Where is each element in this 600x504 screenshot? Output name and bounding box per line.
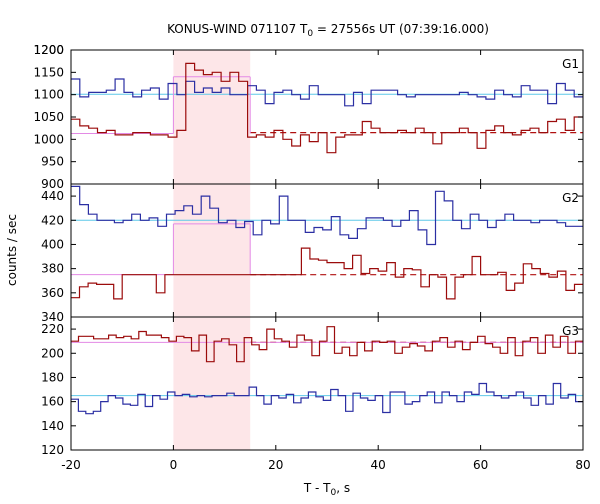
x-axis-label: T - T0, s [303, 481, 350, 498]
y-tick-label-G2: 340 [41, 310, 64, 324]
x-tick-label: 40 [371, 458, 386, 472]
y-axis-label: counts / sec [5, 214, 19, 286]
panel-frame-G3 [70, 316, 584, 451]
panel-label-G1: G1 [562, 57, 579, 71]
x-tick-label: 80 [575, 458, 590, 472]
x-tick-label: 0 [170, 458, 178, 472]
y-tick-label-G2: 420 [41, 213, 64, 227]
series-line-red-G1 [71, 62, 583, 154]
y-tick-label-G1: 1200 [33, 43, 64, 57]
x-tick-label: 60 [473, 458, 488, 472]
y-tick-label-top: 1200 [33, 43, 64, 57]
highlight-band [173, 50, 251, 450]
y-tick-label-G3: 180 [41, 370, 64, 384]
x-tick-label: -20 [61, 458, 81, 472]
y-tick-label-G3: 140 [41, 419, 64, 433]
panel-label-G2: G2 [562, 191, 579, 205]
series-line-blue-G1 [71, 78, 583, 107]
y-tick-label-G2: 380 [41, 262, 64, 276]
x-tick-label: 20 [268, 458, 283, 472]
series-line-blue-G2 [71, 185, 583, 246]
y-tick-label-G1: 1000 [33, 132, 64, 146]
y-tick-label-G3: 120 [41, 443, 64, 457]
panel-frame-G1 [70, 49, 584, 185]
series-line-red-G2 [71, 247, 583, 300]
y-tick-label-G3: 160 [41, 395, 64, 409]
chart-title: KONUS-WIND 071107 T0 = 27556s UT (07:39:… [167, 22, 489, 39]
y-tick-label-G1: 1150 [33, 65, 64, 79]
panel-label-G3: G3 [562, 324, 579, 338]
y-tick-label-G1: 1100 [33, 88, 64, 102]
y-tick-label-G3: 200 [41, 346, 64, 360]
y-tick-label-G2: 440 [41, 189, 64, 203]
series-line-red-G3 [71, 326, 583, 363]
y-tick-label-G2: 360 [41, 286, 64, 300]
y-tick-label-G1: 900 [41, 177, 64, 191]
series-line-blue-G3 [71, 382, 583, 415]
y-tick-label-G1: 1050 [33, 110, 64, 124]
y-tick-label-G3: 220 [41, 322, 64, 336]
panel-frame-G2 [70, 183, 584, 318]
y-tick-label-G2: 400 [41, 237, 64, 251]
y-tick-label-G1: 950 [41, 155, 64, 169]
